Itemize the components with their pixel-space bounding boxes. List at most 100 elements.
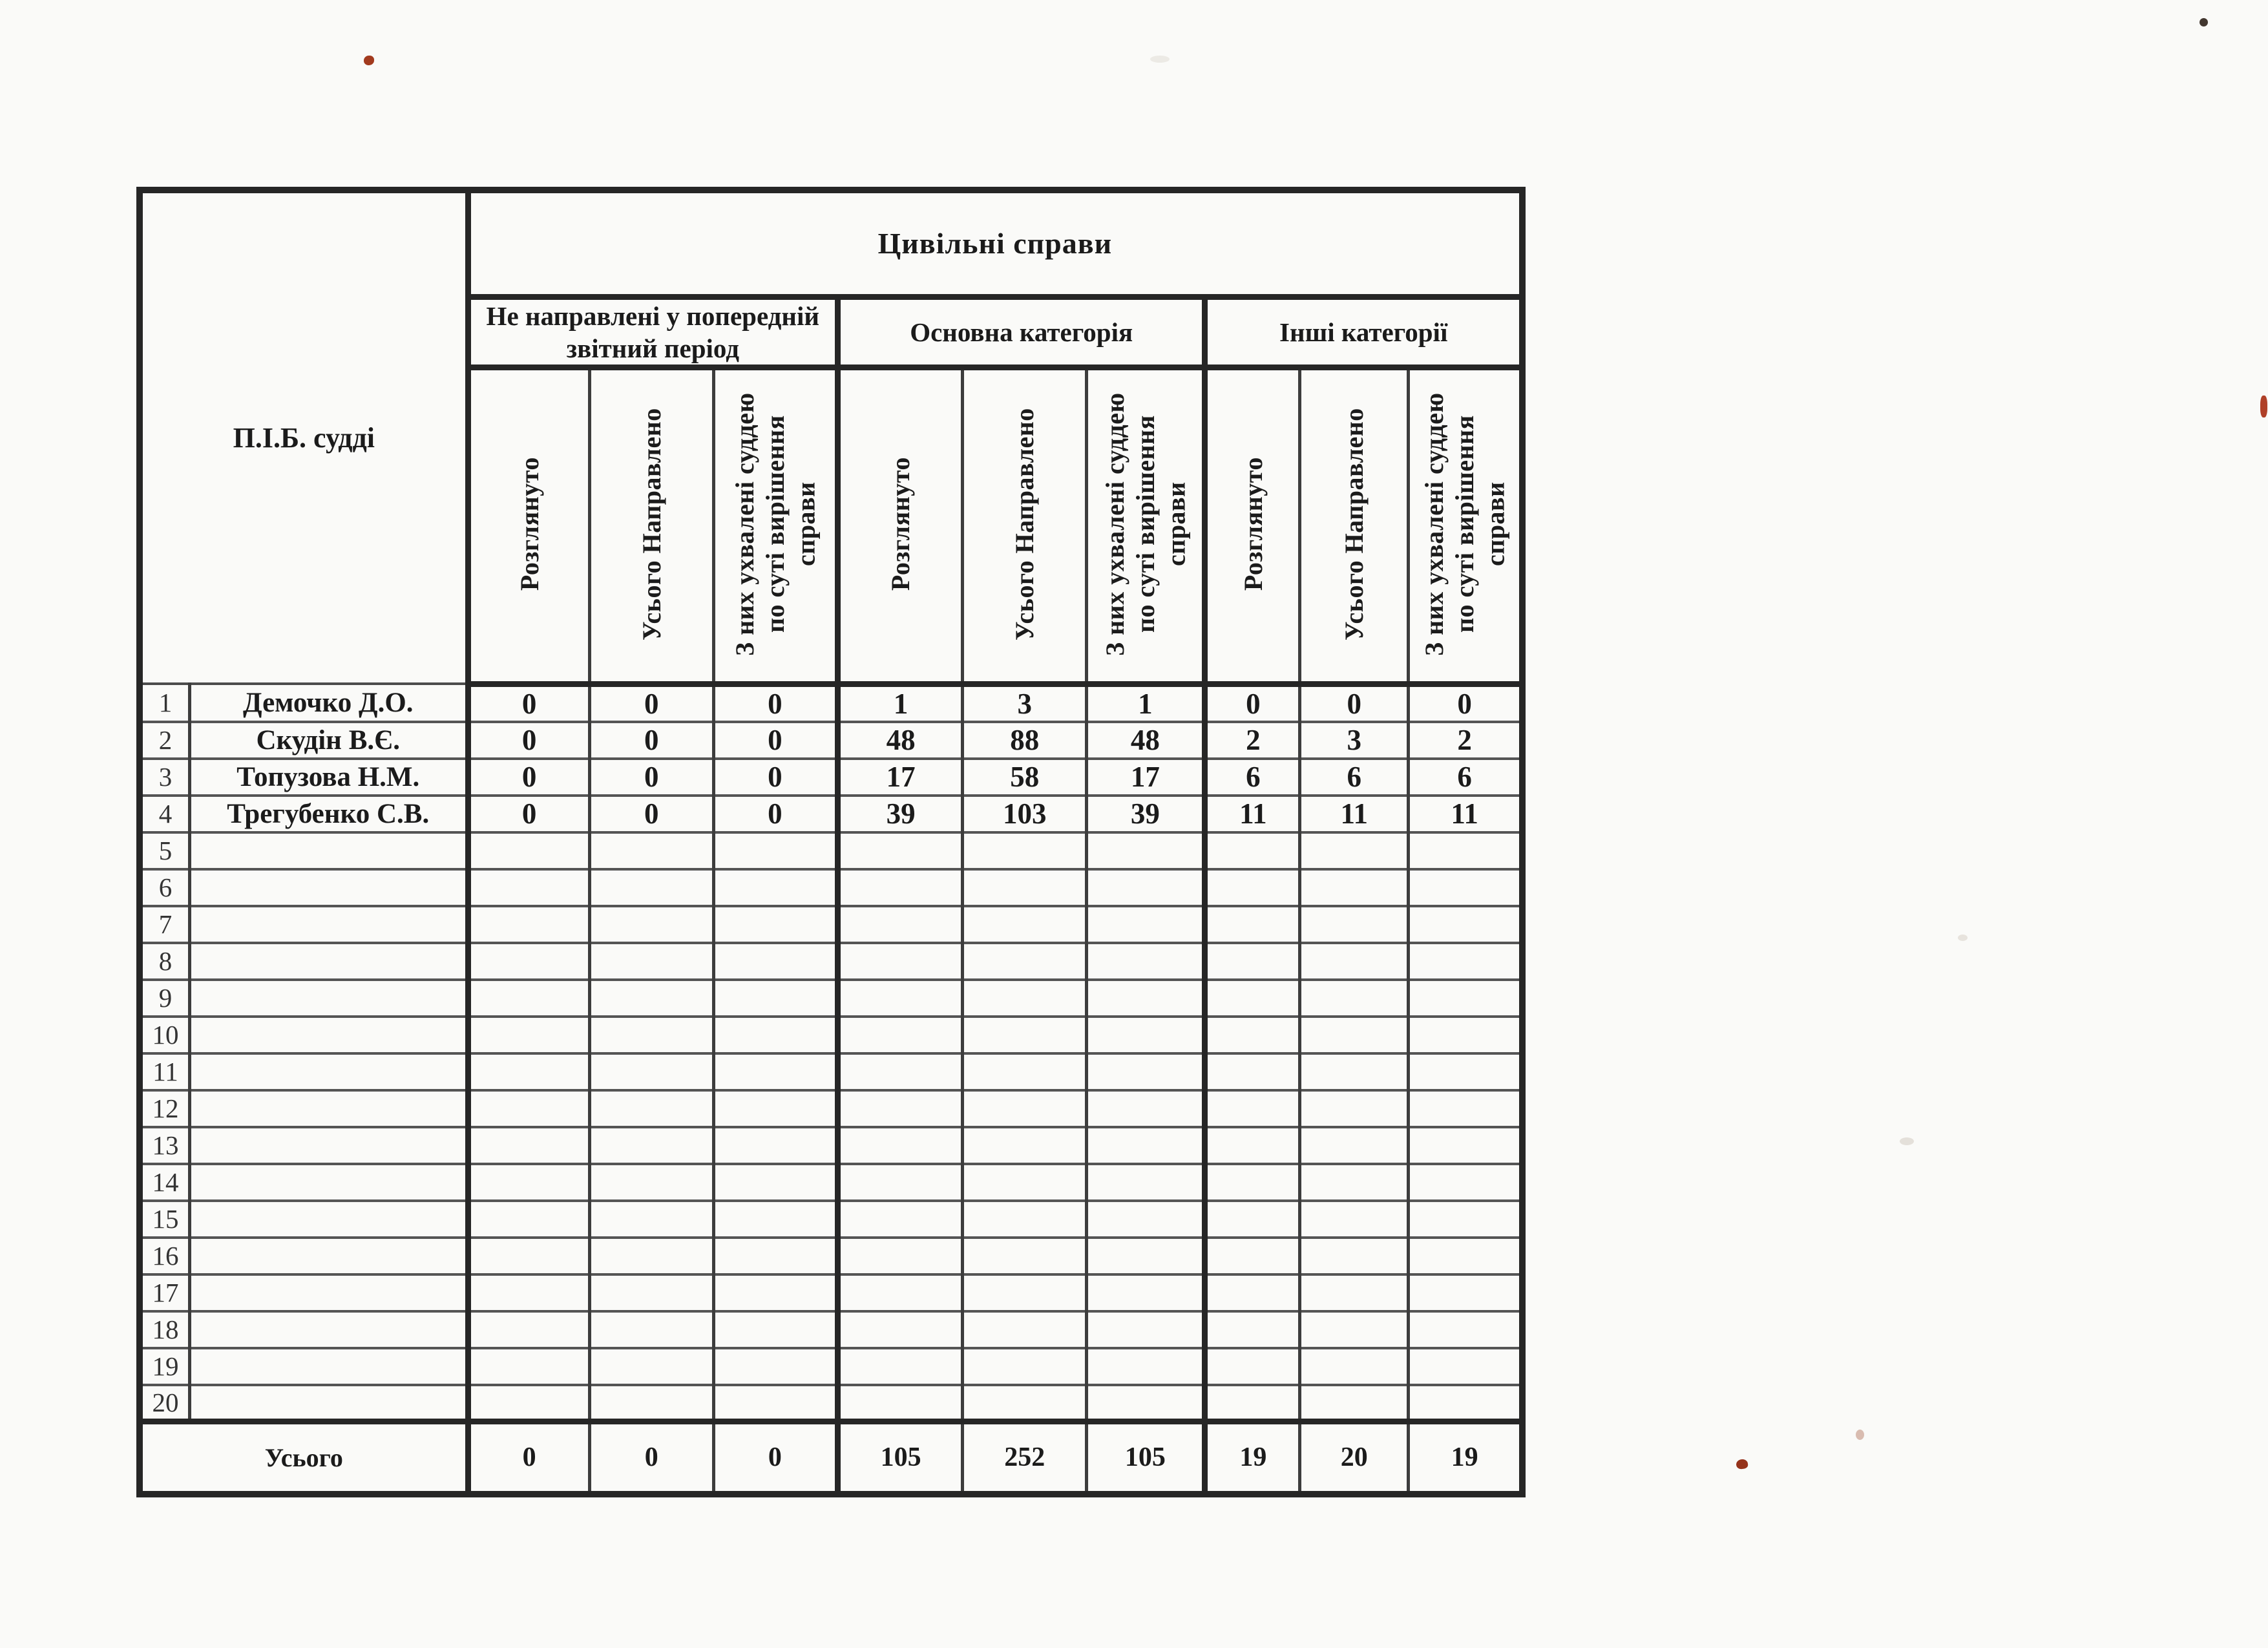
cell-value [961, 1162, 1089, 1202]
cell-value [587, 1383, 715, 1423]
cell-value [1085, 1199, 1207, 1239]
table-row: 9 [138, 978, 1524, 1018]
row-number: 19 [138, 1346, 191, 1386]
group-header-other-categories: Інші категорії [1202, 295, 1524, 370]
cell-value [1202, 1383, 1302, 1423]
cell-value [834, 1199, 965, 1239]
cell-value [834, 1162, 965, 1202]
cell-value: 88 [961, 720, 1089, 760]
cell-value [465, 1383, 591, 1423]
cell-value: 1 [1085, 682, 1207, 723]
cell-value [834, 1273, 965, 1313]
cell-value [1298, 978, 1411, 1018]
cell-value [961, 867, 1089, 907]
cell-value [711, 1309, 840, 1349]
judge-name [187, 1236, 470, 1276]
cell-value [1407, 904, 1524, 944]
cell-value [961, 941, 1089, 981]
cell-value [587, 867, 715, 907]
cell-value [711, 1088, 840, 1128]
cell-value [834, 904, 965, 944]
cell-value [587, 978, 715, 1018]
cell-value [587, 904, 715, 944]
table-header: П.І.Б. судді Цивільні справи Не направле… [138, 188, 1524, 687]
cell-value [1407, 1309, 1524, 1349]
totals-value: 0 [587, 1419, 715, 1497]
cell-value [1407, 1199, 1524, 1239]
cell-value [587, 941, 715, 981]
cell-value [1085, 978, 1207, 1018]
cell-value [1298, 1088, 1411, 1128]
cell-value: 48 [1085, 720, 1207, 760]
cell-value: 0 [1407, 682, 1524, 723]
cell-value [1202, 1346, 1302, 1386]
cell-value [1407, 1346, 1524, 1386]
cell-value [834, 867, 965, 907]
scan-speck-pink [1856, 1430, 1864, 1440]
cell-value [834, 1309, 965, 1349]
vertical-label: Розглянуто [514, 457, 544, 591]
cell-value [465, 1236, 591, 1276]
cell-value [465, 1309, 591, 1349]
cell-value [587, 1162, 715, 1202]
cell-value [465, 867, 591, 907]
cell-value [1407, 941, 1524, 981]
cell-value [834, 1088, 965, 1128]
cell-value [1407, 1051, 1524, 1092]
cell-value: 6 [1298, 757, 1411, 797]
judge-name [187, 1088, 470, 1128]
cell-value [587, 1051, 715, 1092]
row-number: 18 [138, 1309, 191, 1349]
cell-value [1202, 1273, 1302, 1313]
cell-value [1085, 1162, 1207, 1202]
judge-name [187, 1051, 470, 1092]
cell-value [465, 1346, 591, 1386]
cell-value [711, 1236, 840, 1276]
table-totals: Усього 0 0 0 105 252 105 19 20 19 [138, 1419, 1524, 1497]
cell-value [711, 904, 840, 944]
cell-value: 11 [1298, 794, 1411, 834]
column-header-decided-on-merits: З них ухвалені суддею по суті вирішення … [1407, 366, 1524, 687]
cell-value [1298, 1236, 1411, 1276]
cell-value [711, 1162, 840, 1202]
cell-value [711, 1199, 840, 1239]
vertical-label: З них ухвалені суддею по суті вирішення … [1419, 392, 1510, 656]
cell-value [1085, 1383, 1207, 1423]
judge-name [187, 1125, 470, 1165]
totals-value: 0 [465, 1419, 591, 1497]
cell-value [465, 1199, 591, 1239]
table-body: 1 Демочко Д.О. 0 0 0 1 3 1 0 0 0 2 Скуді… [138, 682, 1524, 1423]
judge-name [187, 904, 470, 944]
judge-name: Демочко Д.О. [187, 682, 470, 723]
cell-value [961, 1273, 1089, 1313]
judge-name [187, 1346, 470, 1386]
judge-name [187, 1309, 470, 1349]
cell-value: 0 [587, 682, 715, 723]
cell-value [1298, 941, 1411, 981]
judge-name [187, 941, 470, 981]
cell-value [961, 1015, 1089, 1055]
cell-value: 0 [465, 794, 591, 834]
cell-value [834, 1383, 965, 1423]
totals-row: Усього 0 0 0 105 252 105 19 20 19 [138, 1419, 1524, 1497]
row-number: 16 [138, 1236, 191, 1276]
row-number: 10 [138, 1015, 191, 1055]
cell-value [1085, 1236, 1207, 1276]
cell-value [1202, 1199, 1302, 1239]
table-row: 7 [138, 904, 1524, 944]
table-row: 20 [138, 1383, 1524, 1423]
cell-value [1202, 904, 1302, 944]
vertical-label: Розглянуто [886, 457, 916, 591]
cell-value [465, 1162, 591, 1202]
cell-value [834, 941, 965, 981]
judge-name: Скудін В.Є. [187, 720, 470, 760]
cell-value [1407, 830, 1524, 871]
vertical-label: З них ухвалені суддею по суті вирішення … [1100, 392, 1190, 656]
cell-value [1407, 1383, 1524, 1423]
row-number: 17 [138, 1273, 191, 1313]
table-row: 2 Скудін В.Є. 0 0 0 48 88 48 2 3 2 [138, 720, 1524, 760]
cell-value [1202, 867, 1302, 907]
column-header-considered: Розглянуто [465, 366, 591, 687]
table-row: 15 [138, 1199, 1524, 1239]
cell-value: 103 [961, 794, 1089, 834]
